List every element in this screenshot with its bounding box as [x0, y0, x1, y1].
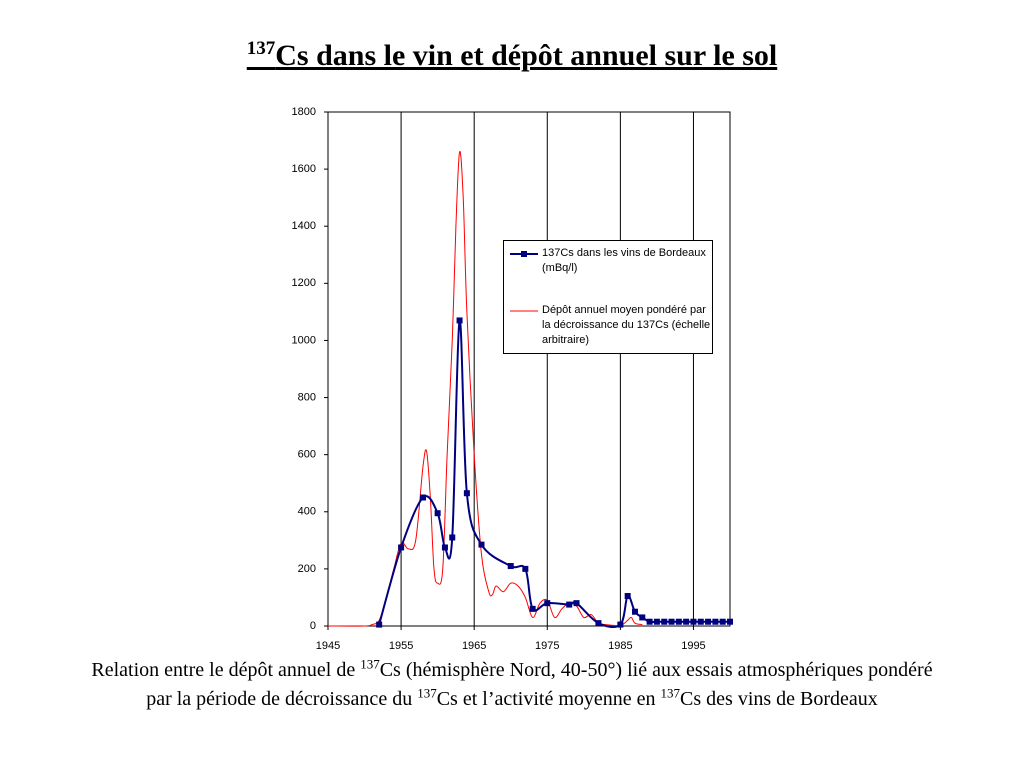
y-tick-label: 1600 — [292, 163, 316, 175]
superscript: 137 — [360, 656, 380, 672]
x-tick-label: 1995 — [681, 640, 705, 652]
marker — [449, 534, 456, 541]
plot-area — [327, 111, 731, 627]
marker — [441, 544, 448, 551]
marker — [507, 563, 514, 570]
legend: 137Cs dans les vins de Bordeaux (mBq/l) … — [503, 240, 713, 354]
y-tick-label: 1000 — [292, 334, 316, 346]
superscript: 137 — [660, 685, 681, 701]
x-tick-label: 1975 — [535, 640, 559, 652]
marker — [646, 618, 653, 625]
marker — [463, 490, 470, 497]
series-line — [378, 319, 730, 629]
marker — [727, 618, 733, 625]
marker — [653, 618, 660, 625]
x-tick-label: 1955 — [389, 640, 413, 652]
marker — [456, 317, 463, 324]
series-line — [327, 150, 643, 627]
marker — [617, 621, 624, 628]
y-tick-label: 1800 — [292, 106, 316, 118]
y-tick-label: 200 — [298, 563, 316, 575]
text-run: Cs des vins de Bordeaux — [680, 688, 878, 710]
marker — [639, 614, 646, 621]
superscript: 137 — [246, 38, 276, 59]
marker — [566, 601, 573, 608]
marker — [675, 618, 682, 625]
marker — [719, 618, 726, 625]
y-tick-label: 800 — [298, 391, 316, 403]
marker — [398, 544, 405, 551]
marker — [529, 605, 536, 612]
marker — [544, 600, 551, 607]
marker — [573, 600, 580, 607]
marker — [683, 618, 690, 625]
marker — [661, 618, 668, 625]
marker — [697, 618, 704, 625]
y-tick-label: 400 — [298, 506, 316, 518]
y-tick-label: 1200 — [292, 277, 316, 289]
y-tick-label: 0 — [310, 620, 316, 632]
legend-keys — [510, 251, 538, 312]
caption: Relation entre le dépôt annuel de 137Cs … — [80, 656, 944, 714]
text-run: Cs dans le vin et dépôt annuel sur le so… — [275, 39, 778, 72]
text-run: Cs (hémisphère Nord, 40-50°) lié aux ess… — [146, 659, 933, 710]
marker — [668, 618, 675, 625]
legend-label: Dépôt annuel moyen pondéré par la décroi… — [542, 304, 711, 346]
marker — [624, 593, 631, 600]
legend-marker — [521, 251, 527, 257]
marker — [631, 608, 638, 615]
marker — [712, 618, 719, 625]
marker — [595, 620, 602, 627]
x-tick-label: 1965 — [462, 640, 486, 652]
marker — [420, 494, 427, 501]
marker — [376, 621, 383, 628]
chart-title: 137Cs dans le vin et dépôt annuel sur le… — [0, 38, 1024, 73]
superscript: 137 — [417, 685, 437, 701]
y-tick-label: 600 — [298, 449, 316, 461]
legend-label: 137Cs dans les vins de Bordeaux (mBq/l) — [542, 247, 706, 274]
x-tick-label: 1945 — [316, 640, 340, 652]
marker — [522, 565, 529, 572]
text-run: Cs et l’activité moyenne en — [436, 688, 661, 710]
marker — [434, 510, 441, 517]
title-text: 137Cs dans le vin et dépôt annuel sur le… — [246, 38, 778, 72]
text-run: Relation entre le dépôt annuel de — [91, 659, 361, 681]
marker — [705, 618, 712, 625]
marker — [690, 618, 697, 625]
marker — [478, 541, 485, 548]
y-tick-label: 1400 — [292, 220, 316, 232]
x-tick-label: 1985 — [608, 640, 632, 652]
